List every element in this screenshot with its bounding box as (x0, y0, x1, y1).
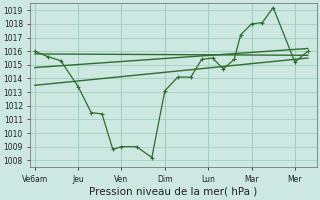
X-axis label: Pression niveau de la mer( hPa ): Pression niveau de la mer( hPa ) (89, 187, 258, 197)
